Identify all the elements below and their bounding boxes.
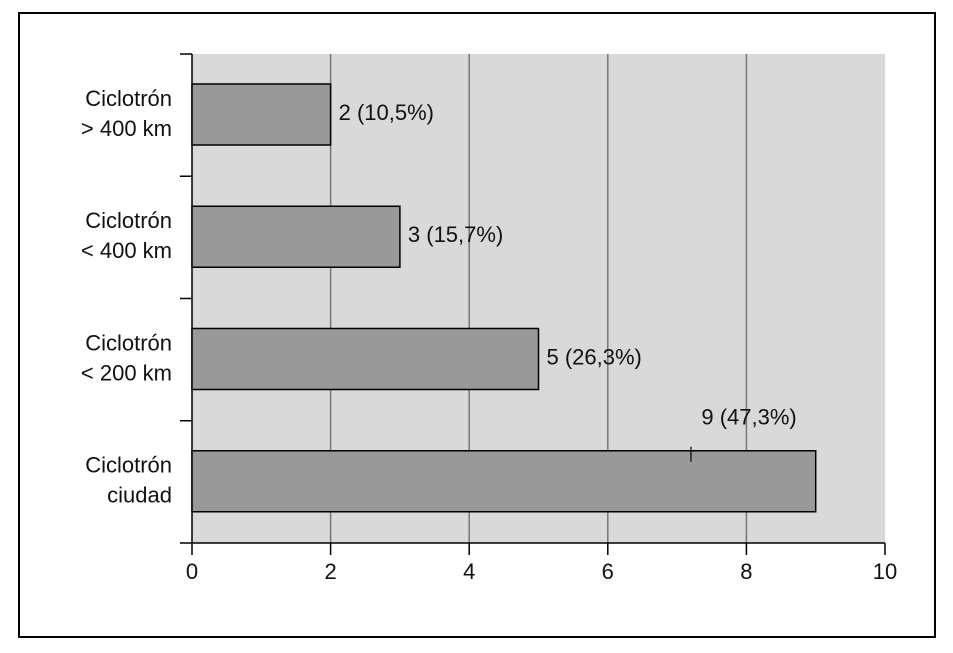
x-tick-label: 2 <box>324 559 336 584</box>
y-tick-label: Ciclotrón <box>85 86 172 111</box>
y-tick-label: > 400 km <box>81 116 172 141</box>
value-label: 3 (15,7%) <box>408 222 503 247</box>
x-tick-label: 6 <box>602 559 614 584</box>
bar <box>191 450 817 513</box>
x-tick-label: 10 <box>873 559 897 584</box>
x-tick-label: 8 <box>740 559 752 584</box>
y-tick-label: ciudad <box>107 483 172 508</box>
y-tick-label: Ciclotrón <box>85 453 172 478</box>
value-label: 5 (26,3%) <box>547 344 642 369</box>
y-tick-label: < 400 km <box>81 238 172 263</box>
bar <box>191 327 540 391</box>
bar <box>191 83 332 146</box>
bar <box>191 205 401 268</box>
value-label: 9 (47,3%) <box>701 405 796 430</box>
y-tick-label: Ciclotrón <box>85 330 172 355</box>
value-label: 2 (10,5%) <box>339 100 434 125</box>
y-tick-label: < 200 km <box>81 360 172 385</box>
x-tick-label: 4 <box>463 559 475 584</box>
x-tick-label: 0 <box>186 559 198 584</box>
y-tick-label: Ciclotrón <box>85 208 172 233</box>
